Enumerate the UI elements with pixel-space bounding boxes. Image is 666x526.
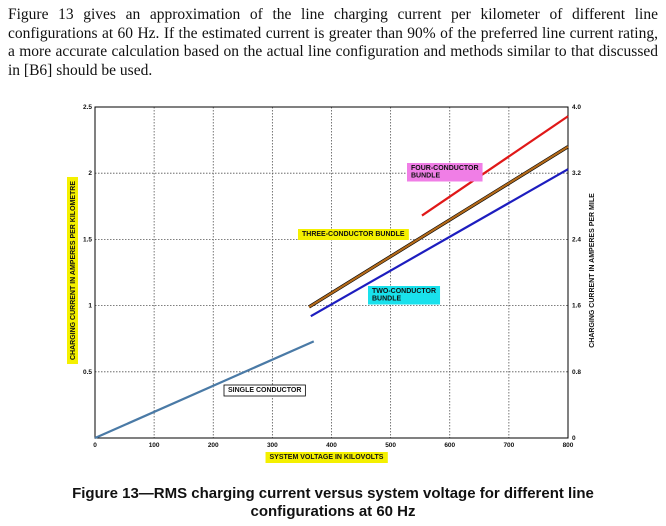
series-line [308,145,569,308]
y-axis-label: CHARGING CURRENT IN AMPERES PER KILOMETR… [70,181,77,360]
x-tick-label: 0 [93,442,97,449]
x-tick-label: 700 [503,442,514,449]
series-line [94,340,315,440]
x-tick-label: 300 [267,442,278,449]
series-label-three: THREE-CONDUCTOR BUNDLE [298,229,409,240]
y2-tick-label: 4.0 [572,104,581,111]
series-line [310,168,569,318]
x-tick-labels: 0 100 200 300 400 500 600 700 800 [93,442,574,449]
y-tick-labels: 0.5 1 1.5 2 2.5 [83,104,92,376]
x-axis-label-highlight [265,452,388,463]
plot-frame [94,106,569,439]
series-label-single: SINGLE CONDUCTOR [223,384,306,397]
y2-tick-label: 2.4 [572,236,581,243]
series-label-box [407,163,483,182]
x-tick-label: 500 [385,442,396,449]
y2-tick-label: 0.8 [572,369,581,376]
series-label-text: THREE-CONDUCTOR BUNDLE [302,231,405,238]
y2-tick-label: 0 [572,435,576,442]
x-tick-label: 200 [208,442,219,449]
y-axis-label-highlight [67,176,78,365]
intro-paragraph: Figure 13 gives an approximation of the … [8,6,658,79]
series-label-box [368,286,441,305]
axis-label-layer: SYSTEM VOLTAGE IN KILOVOLTS CHARGING CURR… [70,181,596,461]
series-label-text: SINGLE CONDUCTOR [228,387,301,394]
series-line [421,115,569,217]
y-tick-label: 2 [88,170,92,177]
series-label-text: TWO-CONDUCTOR [372,288,436,295]
series-label-layer: SINGLE CONDUCTORTWO-CONDUCTORBUNDLETHREE… [223,163,483,397]
series-label-box [223,384,306,397]
grid-layer [95,107,568,438]
y2-axis-label: CHARGING CURRENT IN AMPERES PER MILE [589,193,596,348]
x-tick-label: 600 [444,442,455,449]
series-label-text: BUNDLE [372,296,401,303]
series-label-box [298,229,409,240]
y-tick-label: 0.5 [83,369,92,376]
y2-tick-labels: 0 0.8 1.6 2.4 3.2 4.0 [572,104,581,442]
x-axis-label: SYSTEM VOLTAGE IN KILOVOLTS [270,454,384,461]
series-layer [94,115,569,440]
series-label-text: BUNDLE [411,173,440,180]
chart-background-layer [67,176,388,463]
x-tick-label: 100 [149,442,160,449]
y2-tick-label: 3.2 [572,170,581,177]
series-label-text: FOUR-CONDUCTOR [411,165,479,172]
x-tick-label: 800 [563,442,574,449]
figure-caption: Figure 13—RMS charging current versus sy… [72,485,594,520]
x-tick-label: 400 [326,442,337,449]
y2-tick-label: 1.6 [572,303,581,310]
y-tick-label: 2.5 [83,104,92,111]
y-tick-label: 1.5 [83,236,92,243]
chart: 0 100 200 300 400 500 600 700 800 0.511.522.5 00… [67,104,596,463]
y-tick-label: 1 [88,303,92,310]
